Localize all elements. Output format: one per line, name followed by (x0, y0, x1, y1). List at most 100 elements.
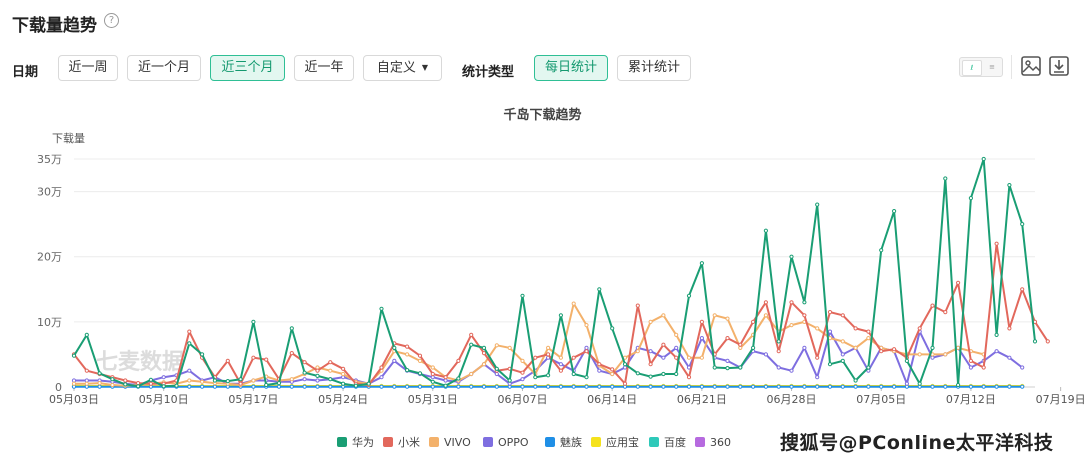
data-point (686, 355, 692, 360)
data-point (379, 384, 384, 389)
data-point (546, 384, 551, 389)
data-point (802, 384, 807, 389)
y-tick-label: 35万 (37, 153, 62, 166)
data-point (494, 343, 499, 348)
y-tick-label: 20万 (37, 251, 62, 264)
data-point (71, 353, 77, 358)
data-point (469, 371, 474, 377)
data-point (635, 384, 640, 389)
legend-swatch (429, 437, 439, 447)
view-toggle[interactable]: ℓ ≡ (959, 57, 1003, 77)
legend-label: 百度 (664, 435, 686, 449)
download-icon[interactable] (1048, 55, 1070, 77)
data-point (212, 378, 217, 383)
data-point (751, 345, 756, 350)
data-point (866, 365, 871, 370)
legend-swatch (649, 437, 659, 447)
image-icon[interactable] (1020, 55, 1042, 77)
data-point (315, 373, 320, 378)
data-point (507, 378, 512, 383)
data-point (1020, 384, 1025, 389)
x-tick-label: 06月28日 (767, 393, 817, 406)
data-point (481, 351, 487, 356)
data-point (533, 355, 538, 360)
data-point (187, 378, 192, 383)
data-point (968, 384, 974, 389)
data-point (533, 384, 538, 389)
data-point (187, 341, 192, 346)
data-point (930, 384, 935, 389)
data-point (238, 381, 243, 386)
line-view-icon[interactable]: ℓ (962, 60, 982, 76)
help-icon[interactable]: ? (104, 13, 119, 28)
data-point (302, 360, 307, 365)
data-point (712, 313, 717, 318)
stat-option-daily[interactable]: 每日统计 (534, 55, 608, 81)
data-point (443, 375, 448, 380)
data-point (712, 365, 717, 370)
data-point (302, 377, 307, 382)
data-point (328, 368, 333, 373)
x-tick-label: 07月12日 (946, 393, 996, 406)
legend-swatch (591, 437, 601, 447)
data-point (789, 300, 794, 305)
data-point (494, 371, 499, 377)
data-point (917, 381, 922, 386)
date-option-three-months[interactable]: 近三个月 (210, 55, 285, 81)
data-point (584, 349, 589, 354)
data-point (443, 378, 448, 383)
data-point (225, 358, 230, 363)
table-view-icon[interactable]: ≡ (989, 63, 995, 71)
series-line-华为 (73, 158, 1036, 388)
legend-label: 360 (710, 436, 731, 449)
data-point (1020, 222, 1025, 227)
data-point (968, 358, 974, 363)
data-point (71, 381, 77, 386)
data-point (430, 379, 435, 384)
data-point (546, 373, 551, 378)
data-point (802, 300, 807, 305)
data-point (289, 377, 294, 382)
data-point (276, 381, 282, 386)
data-point (943, 384, 948, 389)
data-point (584, 345, 589, 350)
data-point (981, 365, 986, 370)
date-option-week[interactable]: 近一周 (58, 55, 118, 81)
caret-down-icon: ▼ (421, 63, 429, 72)
data-point (97, 384, 102, 389)
data-point (520, 370, 525, 375)
toolbar-divider (1011, 55, 1012, 79)
data-point (840, 313, 845, 318)
data-point (558, 384, 564, 389)
data-point (584, 323, 589, 328)
data-point (430, 371, 435, 377)
stat-option-cumulative[interactable]: 累计统计 (617, 55, 691, 81)
data-point (238, 377, 243, 382)
data-point (264, 357, 269, 362)
date-option-year[interactable]: 近一年 (294, 55, 354, 81)
data-point (776, 339, 781, 344)
data-point (302, 370, 307, 375)
data-point (610, 371, 615, 377)
data-point (110, 382, 115, 388)
data-point (956, 382, 961, 388)
data-point (751, 384, 756, 389)
data-point (494, 384, 499, 389)
data-point (776, 384, 781, 389)
data-point (110, 377, 115, 382)
data-point (469, 332, 474, 337)
data-point (917, 326, 922, 331)
data-point (392, 358, 397, 363)
data-point (200, 379, 205, 384)
date-option-month[interactable]: 近一个月 (127, 55, 201, 81)
custom-date-dropdown[interactable]: 自定义 ▼ (363, 55, 442, 81)
data-point (251, 355, 256, 360)
data-point (507, 345, 512, 350)
data-point (648, 384, 653, 389)
data-point (879, 248, 884, 253)
data-point (610, 326, 615, 331)
data-point (725, 336, 730, 341)
data-point (84, 381, 89, 386)
data-point (763, 352, 769, 357)
data-point (815, 384, 820, 389)
